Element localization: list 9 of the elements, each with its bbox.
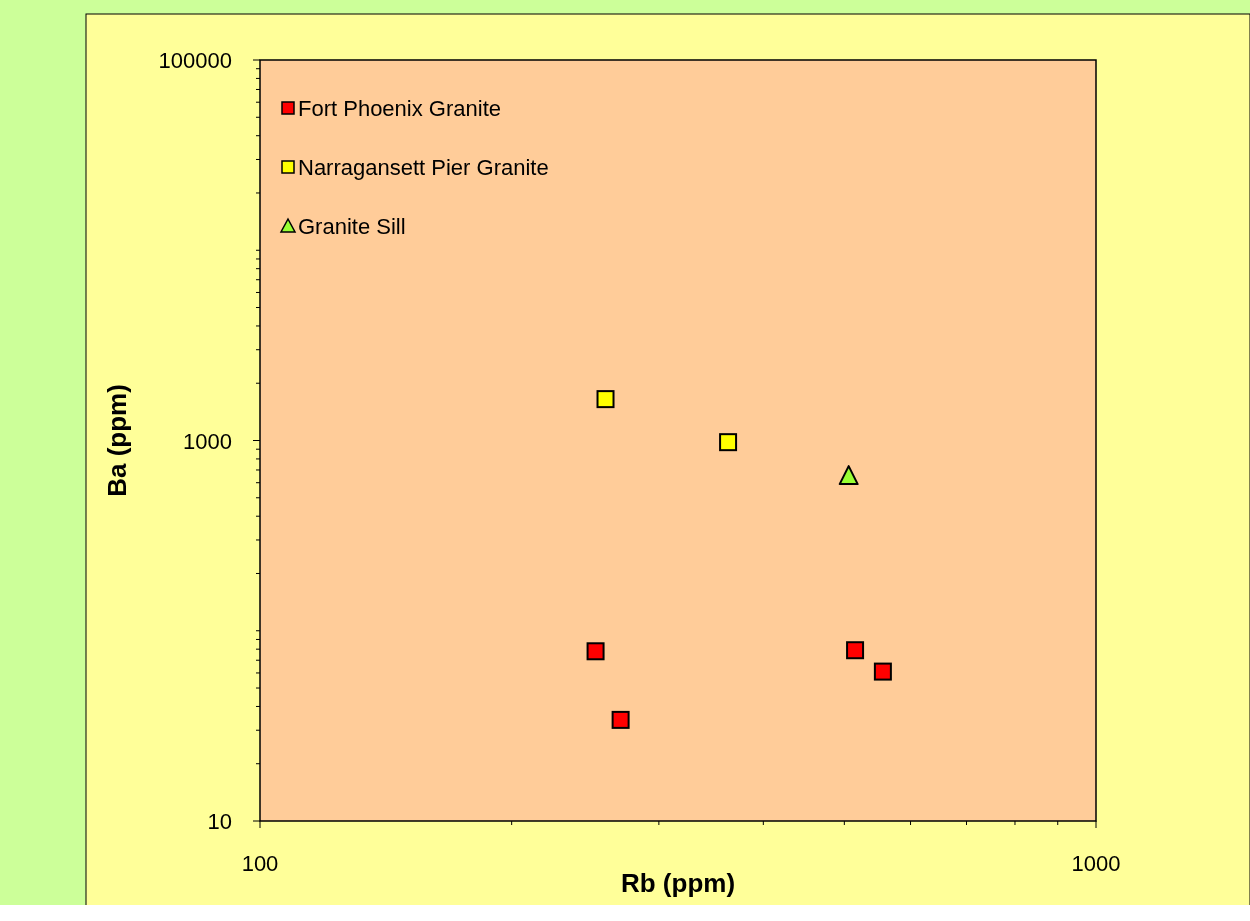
x-axis-title: Rb (ppm) bbox=[620, 868, 736, 898]
legend-label: Narragansett Pier Granite bbox=[298, 155, 549, 180]
legend-label: Fort Phoenix Granite bbox=[298, 96, 501, 121]
y-tick-label: 10 bbox=[207, 809, 232, 834]
x-tick-label: 100 bbox=[241, 851, 279, 876]
legend-label: Granite Sill bbox=[298, 214, 406, 239]
y-tick-label: 1000 bbox=[183, 428, 232, 454]
y-tick-label: 100000 bbox=[158, 48, 232, 73]
y-axis-title: Ba (ppm) bbox=[102, 384, 132, 497]
